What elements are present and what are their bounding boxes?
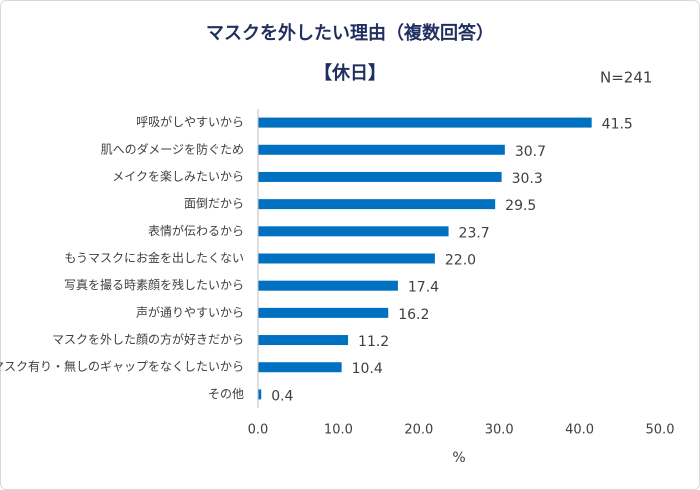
bar (258, 280, 398, 291)
chart-title: マスクを外したい理由（複数回答） (206, 22, 494, 44)
value-label: 17.4 (408, 280, 439, 296)
y-tick-label: もうマスクにお金を出したくない (64, 250, 244, 265)
bar (258, 335, 349, 346)
x-tick-label: 40.0 (565, 423, 594, 438)
y-tick-label: 写真を撮る時素顔を残したいから (64, 277, 244, 292)
value-label: 29.5 (505, 198, 536, 214)
y-tick-label: 呼吸がしやすいから (136, 114, 244, 129)
y-tick-label: 表情が伝わるから (148, 223, 244, 238)
value-label: 11.2 (358, 334, 389, 350)
value-label: 16.2 (398, 307, 429, 323)
value-label: 10.4 (352, 361, 383, 377)
bar (258, 144, 505, 155)
bar (258, 171, 502, 182)
bar (258, 199, 496, 210)
y-tick-label: 肌へのダメージを防ぐため (101, 141, 244, 156)
annotation: N=241 (600, 69, 652, 87)
chart-subtitle: 【休日】 (314, 62, 386, 84)
x-tick-label: 30.0 (485, 423, 514, 438)
bar (258, 117, 592, 128)
value-label: 22.0 (445, 253, 476, 269)
y-tick-label: 面倒だから (184, 197, 244, 211)
x-tick-label: 20.0 (404, 423, 433, 438)
value-label: 41.5 (602, 117, 633, 133)
value-label: 23.7 (459, 225, 490, 241)
value-label: 30.3 (512, 171, 543, 187)
value-label: 30.7 (515, 144, 546, 160)
y-tick-label: マスク有り・無しのギャップをなくしたいから (0, 359, 244, 374)
y-tick-label: その他 (208, 387, 244, 401)
bar (258, 389, 262, 400)
x-tick-label: 10.0 (324, 423, 353, 438)
y-tick-label: メイクを楽しみたいから (112, 169, 244, 183)
bar (258, 307, 389, 318)
value-label: 0.4 (271, 388, 293, 404)
bar (258, 253, 435, 264)
x-tick-label: 0.0 (248, 423, 269, 438)
y-tick-label: 声が通りやすいから (136, 304, 244, 319)
x-tick-label: 50.0 (646, 423, 675, 438)
bar (258, 226, 449, 237)
bar (258, 362, 342, 373)
x-axis-label: % (452, 450, 465, 466)
y-tick-label: マスクを外した顔の方が好きだから (52, 332, 244, 347)
